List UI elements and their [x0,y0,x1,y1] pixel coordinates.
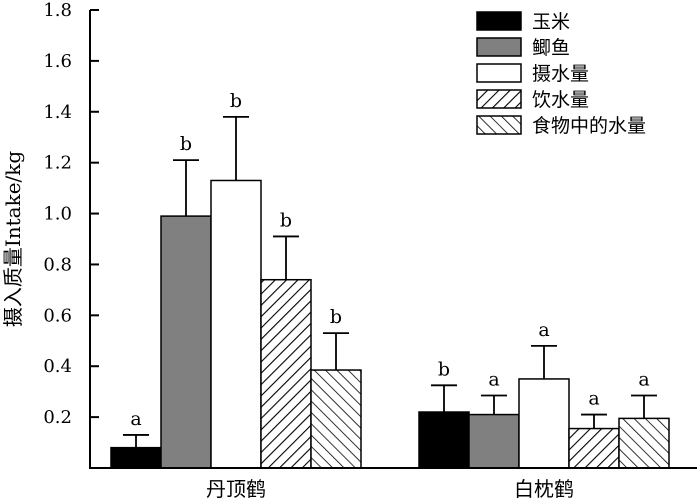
legend-label: 饮水量 [532,89,589,111]
significance-letter: b [230,90,242,112]
bar [418,411,470,469]
legend-label: 玉米 [532,11,570,33]
bar [310,369,362,469]
y-tick-label: 1.6 [43,51,72,72]
legend-label: 鲫鱼 [532,37,570,59]
legend-swatch [476,63,522,83]
significance-letter: a [638,368,649,390]
y-tick-label: 0.6 [43,305,72,326]
bar [468,413,520,469]
significance-letter: b [280,209,292,231]
significance-letter: a [588,388,599,410]
bars: a b b b b b a a a a [110,90,670,469]
significance-letter: a [488,368,499,390]
legend-swatch [476,115,522,135]
y-axis-ticks: 0.2 0.4 0.6 0.8 1.0 1.2 1.4 1.6 1.8 [43,0,99,428]
bar [260,278,312,469]
significance-letter: b [330,306,342,328]
legend-swatch [476,11,522,31]
bar [518,378,570,469]
y-tick-label: 0.2 [43,407,72,428]
y-tick-label: 1.4 [43,102,72,123]
significance-letter: b [180,133,192,155]
bar [110,446,162,469]
significance-letter: a [538,319,549,341]
bar [210,179,262,469]
y-tick-label: 1.2 [43,153,72,174]
legend-swatch [476,37,522,57]
x-category-label: 丹顶鹤 [206,477,266,501]
y-tick-label: 0.8 [43,254,72,275]
x-axis-labels: 丹顶鹤 白枕鹤 [206,477,574,501]
y-tick-label: 0.4 [43,356,72,377]
y-axis-title: 摄入质量Intake/kg [1,151,25,328]
bar [618,417,670,469]
x-category-label: 白枕鹤 [514,477,574,501]
y-tick-label: 1.0 [43,204,72,225]
bar [568,427,620,469]
bar [160,215,212,469]
significance-letter: b [438,358,450,380]
legend-label: 摄水量 [532,63,589,85]
y-tick-label: 1.8 [43,0,72,21]
legend-label: 食物中的水量 [532,115,646,137]
significance-letter: a [130,408,141,430]
legend-swatch [476,89,522,109]
